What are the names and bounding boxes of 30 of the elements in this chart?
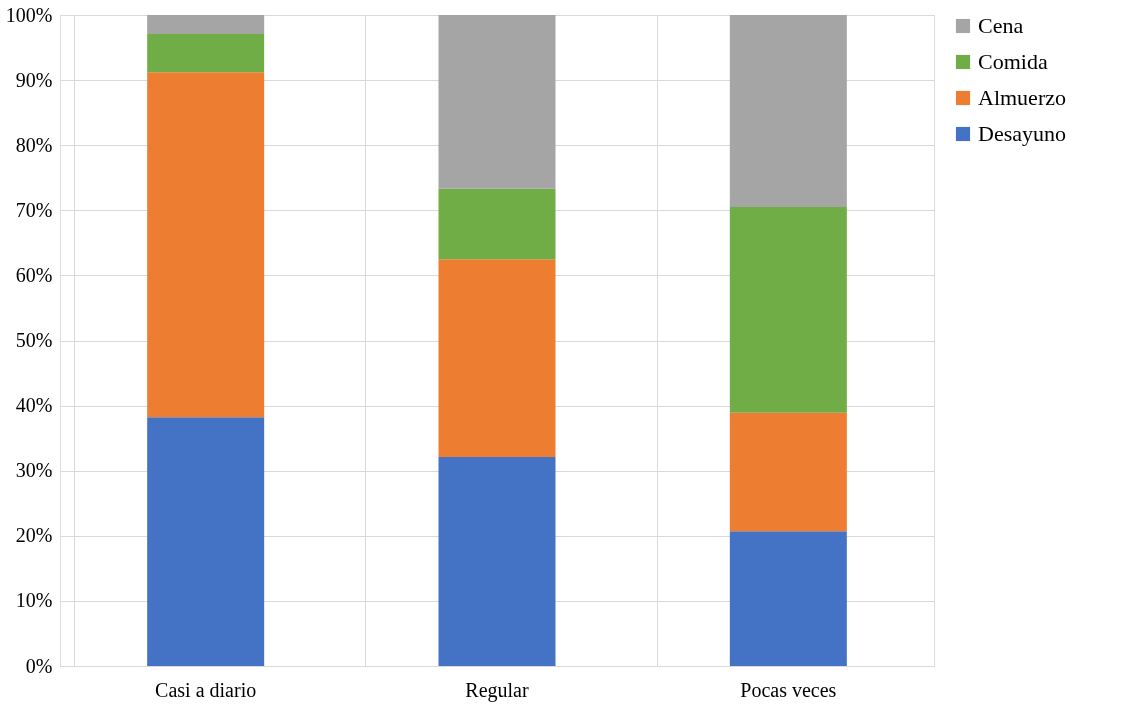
- y-tick-label: 10%: [15, 589, 53, 612]
- y-tick-label: 40%: [15, 394, 53, 417]
- y-tick-label: 30%: [15, 459, 53, 482]
- y-tick-label: 70%: [15, 198, 53, 221]
- bar: [729, 531, 847, 666]
- y-tick-label: 100%: [5, 3, 53, 26]
- bar: [438, 457, 556, 666]
- x-tick-label: Pocas veces: [740, 678, 837, 701]
- legend-label: Cena: [978, 13, 1024, 38]
- bar: [147, 33, 265, 73]
- bar: [438, 259, 556, 458]
- y-tick-label: 0%: [25, 654, 53, 677]
- y-tick-label: 20%: [15, 524, 53, 547]
- bar: [147, 72, 265, 418]
- bar: [147, 15, 265, 34]
- bar: [729, 207, 847, 413]
- x-tick-label: Casi a diario: [155, 678, 257, 701]
- bar: [438, 188, 556, 260]
- y-tick-label: 80%: [15, 133, 53, 156]
- legend-label: Desayuno: [978, 121, 1066, 146]
- bar: [438, 15, 556, 189]
- bar: [147, 417, 265, 666]
- legend-label: Comida: [978, 49, 1048, 74]
- y-tick-label: 60%: [15, 263, 53, 286]
- x-tick-label: Regular: [465, 678, 529, 702]
- bar: [729, 412, 847, 532]
- y-tick-label: 90%: [15, 68, 53, 91]
- y-tick-label: 50%: [15, 329, 53, 351]
- bar: [729, 15, 847, 208]
- legend-label: Almuerzo: [978, 85, 1066, 110]
